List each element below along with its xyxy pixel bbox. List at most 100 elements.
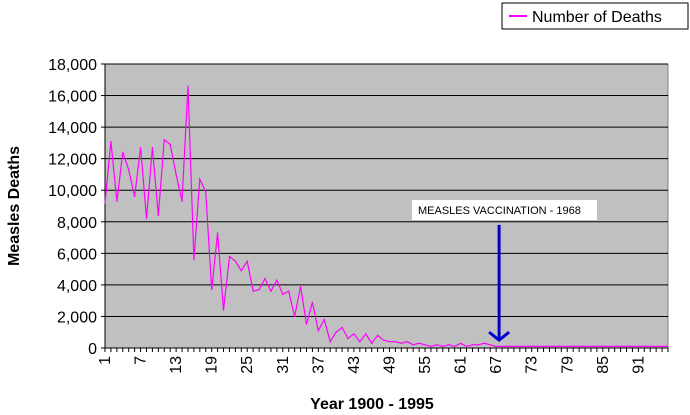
data-point xyxy=(596,345,598,348)
data-point xyxy=(394,341,396,343)
data-point xyxy=(288,290,290,292)
y-axis-title: Measles Deaths xyxy=(6,146,23,266)
data-point xyxy=(448,344,450,346)
data-point xyxy=(631,345,634,348)
x-tick-label: 91 xyxy=(630,356,647,374)
x-tick-label: 85 xyxy=(595,356,612,374)
y-tick-label: 0 xyxy=(88,341,97,358)
data-point xyxy=(578,345,580,348)
data-point xyxy=(637,345,639,348)
data-point xyxy=(282,293,284,295)
data-point xyxy=(359,341,361,343)
x-axis-ticks: 1 7 13 19 25 31 37 43 49 55 61 67 73 79 85 91 xyxy=(97,347,669,374)
data-point xyxy=(347,337,349,340)
y-tick-label: 6,000 xyxy=(57,246,97,263)
x-tick-label: 31 xyxy=(275,356,292,374)
data-point xyxy=(382,339,385,341)
data-point xyxy=(548,345,551,348)
y-tick-label: 16,000 xyxy=(48,89,97,106)
data-point xyxy=(145,218,148,220)
data-point xyxy=(465,345,468,348)
data-point xyxy=(181,200,183,202)
x-tick-label: 13 xyxy=(168,356,185,374)
data-point xyxy=(104,202,106,204)
data-point xyxy=(122,151,124,153)
data-point xyxy=(246,260,248,262)
data-point xyxy=(412,344,414,346)
data-point xyxy=(525,345,527,348)
data-point xyxy=(329,341,331,343)
x-tick-label: 7 xyxy=(133,356,150,365)
data-point xyxy=(602,345,604,348)
data-point xyxy=(305,323,308,325)
data-point xyxy=(187,85,189,87)
y-tick-label: 4,000 xyxy=(57,278,97,295)
data-point xyxy=(299,285,302,288)
data-point xyxy=(294,315,296,318)
data-point xyxy=(519,345,521,348)
data-point xyxy=(489,344,491,346)
series-line-number-of-deaths xyxy=(104,86,668,348)
data-point xyxy=(353,333,355,335)
x-tick-label: 49 xyxy=(381,356,398,374)
data-point xyxy=(655,345,657,348)
legend-box xyxy=(501,2,689,30)
annotation-label: MEASLES VACCINATION - 1968 xyxy=(418,205,581,217)
y-tick-label: 8,000 xyxy=(57,215,97,232)
data-point xyxy=(169,143,171,146)
data-point xyxy=(554,345,557,348)
data-point xyxy=(477,344,479,346)
legend-label: Number of Deaths xyxy=(532,9,662,26)
data-point xyxy=(471,344,474,346)
data-point xyxy=(436,344,438,346)
x-tick-label: 67 xyxy=(488,356,505,374)
data-point xyxy=(175,173,177,176)
x-axis-title: Year 1900 - 1995 xyxy=(310,396,434,413)
data-point xyxy=(128,169,130,171)
x-tick-label: 79 xyxy=(559,356,576,374)
data-point xyxy=(566,345,568,348)
data-point xyxy=(424,344,426,346)
data-point xyxy=(608,345,610,348)
data-point xyxy=(501,345,503,348)
data-point xyxy=(459,342,462,344)
data-point xyxy=(400,342,402,344)
data-point xyxy=(151,147,154,149)
data-point xyxy=(542,345,545,348)
data-point xyxy=(442,345,444,348)
annotation-arrowhead xyxy=(488,330,511,343)
y-tick-label: 18,000 xyxy=(48,57,97,74)
data-point xyxy=(619,345,622,348)
data-point xyxy=(430,345,432,348)
data-point xyxy=(643,345,645,348)
data-point xyxy=(134,195,136,198)
data-point xyxy=(193,259,195,261)
data-point xyxy=(483,342,485,344)
x-tick-label: 61 xyxy=(453,356,470,374)
data-point xyxy=(590,345,592,348)
legend: Number of Deaths xyxy=(501,2,689,30)
data-point xyxy=(625,345,628,348)
data-point xyxy=(495,345,497,348)
data-point xyxy=(270,290,272,292)
data-point xyxy=(311,301,314,303)
data-point xyxy=(507,345,509,348)
data-point xyxy=(264,277,266,280)
data-point xyxy=(365,333,367,335)
data-point xyxy=(649,345,651,348)
data-point xyxy=(661,345,663,348)
x-tick-label: 43 xyxy=(346,356,363,374)
data-point xyxy=(560,345,562,348)
x-tick-label: 37 xyxy=(310,356,327,374)
data-point xyxy=(163,139,165,141)
data-point xyxy=(222,309,225,311)
x-tick-label: 25 xyxy=(239,356,256,374)
x-tick-label: 55 xyxy=(417,356,434,374)
data-point xyxy=(110,140,112,142)
data-point xyxy=(513,345,515,348)
y-tick-label: 12,000 xyxy=(48,152,97,169)
data-point xyxy=(667,345,669,348)
data-point xyxy=(258,289,260,291)
data-point xyxy=(139,147,142,149)
